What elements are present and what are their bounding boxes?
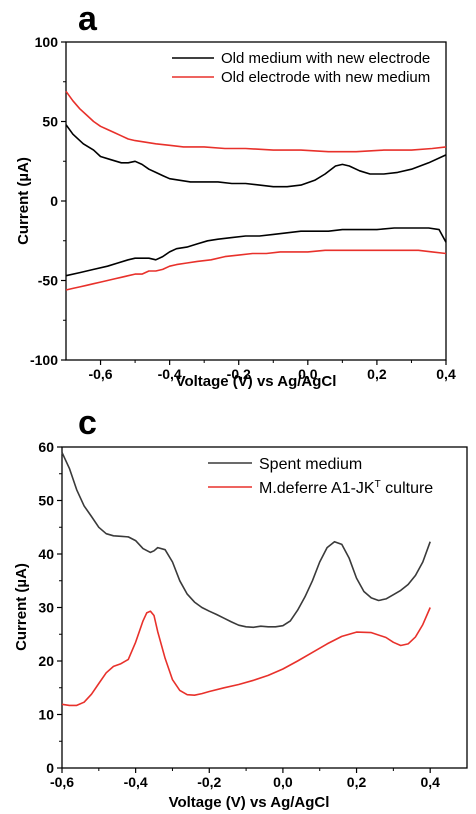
panel-c-x-tick-label: 0,2	[347, 774, 367, 790]
panel-a-x-tick-label: 0,4	[436, 366, 456, 382]
panel-a-legend-label-1: Old medium with new electrode	[221, 50, 430, 67]
panel-a-x-tick-label: -0,2	[227, 366, 251, 382]
panel-a-legend-label-2: Old electrode with new medium	[221, 69, 430, 86]
panel-c-y-tick-label: 30	[38, 600, 54, 616]
panel-a-series-2-line-2	[65, 249, 447, 291]
panel-c-x-ticks: -0,6 -0,4 -0,2 0,0 0,2 0,4	[50, 768, 440, 790]
panel-c-x-tick-label: 0,4	[420, 774, 440, 790]
panel-a-y-tick-label: -50	[38, 273, 58, 289]
panel-a-series-2-line-1	[65, 90, 447, 153]
panel-c-x-tick-label: -0,2	[197, 774, 221, 790]
panel-c-y-tick-label: 10	[38, 707, 54, 723]
panel-a-x-tick-label: 0,2	[367, 366, 387, 382]
panel-c-series	[61, 452, 431, 707]
panel-a-x-axis-title: Voltage (V) vs Ag/AgCl	[176, 373, 337, 390]
panel-a-plot-frame	[65, 41, 447, 361]
panel-a-letter: a	[78, 0, 98, 38]
panel-a-x-ticks: -0,6 -0,4 -0,2 0,0 0,2 0,4	[88, 360, 456, 382]
panel-a-y-axis-title: Current (µA)	[15, 157, 32, 245]
panel-c-legend: Spent medium M.deferre A1-JKT culture	[208, 456, 433, 497]
panel-c-x-tick-label: -0,6	[50, 774, 74, 790]
panel-c-y-ticks: 0 10 20 30 40 50 60	[38, 439, 62, 776]
panel-c-y-axis-title: Current (µA)	[13, 563, 30, 651]
panel-a-series-1-line-2	[65, 227, 447, 277]
panel-c-y-tick-label: 0	[46, 760, 54, 776]
panel-c-series-2-line-1	[61, 607, 431, 707]
panel-a-x-tick-label: 0,0	[298, 366, 318, 382]
panel-c-legend-label-2-main: M.deferre A1-JK	[259, 480, 375, 497]
panel-c-letter: c	[78, 404, 97, 442]
panel-c-x-tick-label: -0,4	[124, 774, 148, 790]
panel-a-legend: Old medium with new electrode Old electr…	[172, 50, 430, 86]
panel-c-y-tick-label: 60	[38, 439, 54, 455]
panel-a-x-tick-label: -0,4	[158, 366, 182, 382]
panel-a: a -0,6 -0,4 -0,2 0,0 0,2 0,4 -100 -50 0 50 100 Vo…	[15, 0, 456, 390]
panel-c-legend-label-2-suffix: culture	[381, 480, 434, 497]
panel-a-y-tick-label: -100	[30, 352, 58, 368]
panel-c-legend-label-2: M.deferre A1-JKT culture	[259, 479, 433, 497]
panel-c-x-axis-title: Voltage (V) vs Ag/AgCl	[169, 794, 330, 811]
panel-a-series	[65, 90, 447, 291]
panel-a-y-tick-label: 0	[50, 193, 58, 209]
panel-c-y-tick-label: 50	[38, 493, 54, 509]
panel-c-y-tick-label: 20	[38, 653, 54, 669]
panel-a-series-1-line-1	[65, 124, 447, 188]
panel-c: c -0,6 -0,4 -0,2 0,0 0,2 0,4 0 10 20 30 40 50 60 Vo…	[13, 404, 468, 811]
panel-a-x-tick-label: -0,6	[88, 366, 112, 382]
panel-a-y-ticks: -100 -50 0 50 100	[30, 34, 66, 368]
panel-c-legend-label-1: Spent medium	[259, 456, 362, 473]
panel-c-x-tick-label: 0,0	[273, 774, 293, 790]
panel-a-y-tick-label: 100	[35, 34, 59, 50]
panel-c-y-tick-label: 40	[38, 546, 54, 562]
panel-c-legend-label-2-superscript: T	[375, 479, 381, 490]
panel-a-y-tick-label: 50	[42, 114, 58, 130]
panel-c-series-1-line-1	[61, 452, 431, 629]
